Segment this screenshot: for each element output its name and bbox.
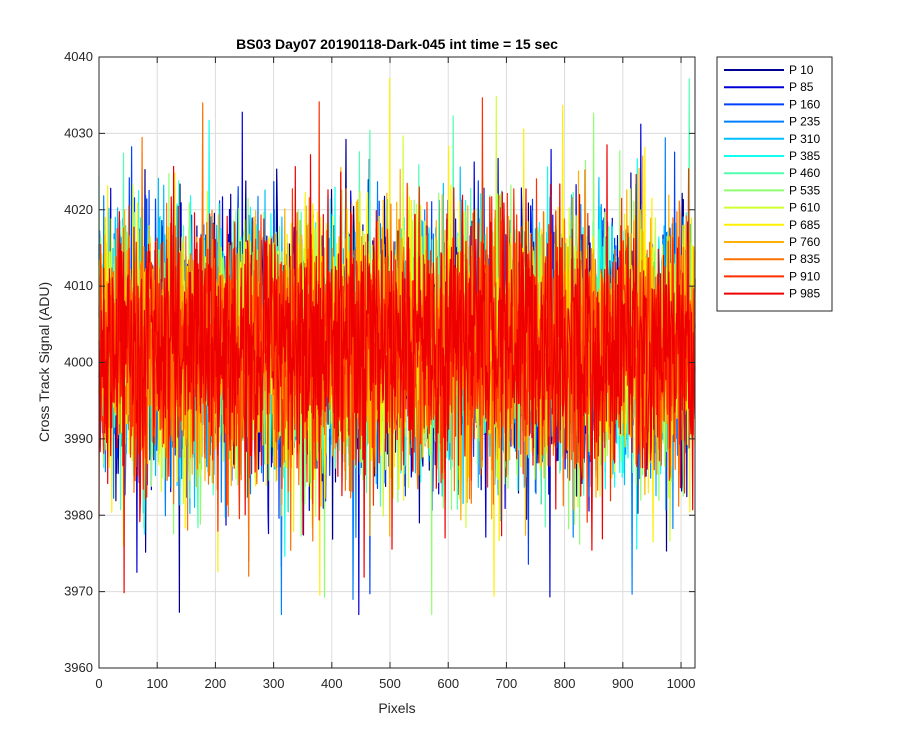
legend-label-p-610: P 610 [789, 201, 820, 215]
x-tick-label: 400 [321, 676, 343, 691]
legend-label-p-535: P 535 [789, 183, 820, 197]
x-tick-label: 900 [612, 676, 634, 691]
x-tick-label: 200 [205, 676, 227, 691]
series-layer [98, 77, 696, 616]
legend-box [716, 56, 833, 312]
y-tick-label: 4020 [64, 202, 93, 217]
x-tick-label: 1000 [667, 676, 696, 691]
chart-title: BS03 Day07 20190118-Dark-045 int time = … [236, 36, 558, 52]
y-axis-label: Cross Track Signal (ADU) [36, 282, 52, 442]
x-tick-label: 300 [263, 676, 285, 691]
y-tick-label: 3960 [64, 660, 93, 675]
x-tick-label: 500 [379, 676, 401, 691]
legend-label-p-460: P 460 [789, 166, 820, 180]
y-tick-label: 4010 [64, 278, 93, 293]
x-tick-label: 100 [146, 676, 168, 691]
y-tick-label: 4040 [64, 49, 93, 64]
y-tick-label: 4000 [64, 355, 93, 370]
x-tick-label: 700 [496, 676, 518, 691]
legend-label-p-835: P 835 [789, 252, 820, 266]
legend-label-p-685: P 685 [789, 218, 820, 232]
x-tick-label: 0 [95, 676, 102, 691]
x-axis-label: Pixels [378, 700, 415, 716]
y-tick-label: 3980 [64, 507, 93, 522]
legend-label-p-985: P 985 [789, 287, 820, 301]
legend-label-p-85: P 85 [789, 80, 814, 94]
legend-label-p-760: P 760 [789, 235, 820, 249]
x-tick-label: 800 [554, 676, 576, 691]
y-tick-label: 3970 [64, 584, 93, 599]
legend-label-p-385: P 385 [789, 149, 820, 163]
y-tick-label: 3990 [64, 431, 93, 446]
legend-label-p-10: P 10 [789, 63, 814, 77]
series-line-p-985 [98, 144, 696, 594]
legend-label-p-160: P 160 [789, 97, 820, 111]
legend-label-p-235: P 235 [789, 115, 820, 129]
y-tick-label: 4030 [64, 125, 93, 140]
x-tick-label: 600 [437, 676, 459, 691]
legend: P 10 P 85 P 160 P 235 P 310 P 385 P 460 P 535 P … [716, 56, 833, 312]
legend-label-p-910: P 910 [789, 269, 820, 283]
tick-layer: 0 100 200 300 400 500 600 700 800 900 1000 3960 3970… [64, 49, 695, 691]
legend-label-p-310: P 310 [789, 132, 820, 146]
